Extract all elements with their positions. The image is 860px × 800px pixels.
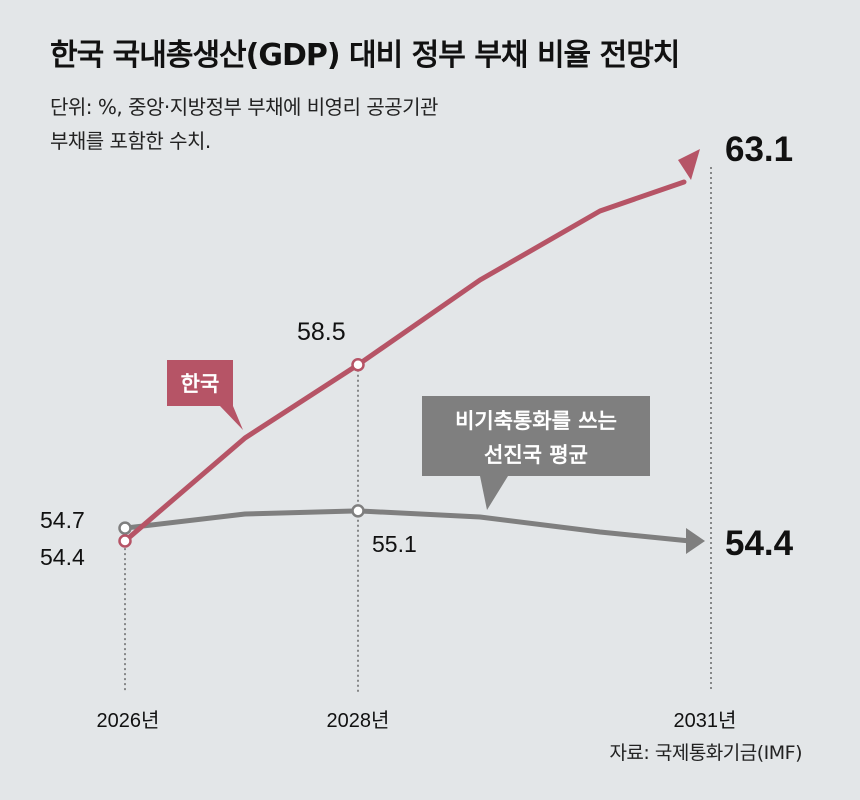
value-label-advanced-2026: 54.7: [40, 507, 85, 533]
series-advanced-line: [122, 508, 693, 544]
chart-title: 한국 국내총생산(GDP) 대비 정부 부채 비율 전망치: [50, 38, 680, 73]
value-label-korea-2031: 63.1: [725, 130, 793, 169]
korea-point-2026: [118, 534, 132, 548]
advanced-callout-label-line-2: 선진국 평균: [484, 443, 588, 467]
advanced-point-2026: [118, 521, 132, 535]
chart-subtitle: 단위: %, 중앙·지방정부 부채에 비영리 공공기관 부채를 포함한 수치.: [50, 90, 438, 158]
advanced-callout-box: [422, 396, 650, 510]
series-korea-arrowhead: [678, 149, 700, 180]
subtitle-line-1: 단위: %, 중앙·지방정부 부채에 비영리 공공기관: [50, 95, 438, 119]
korea-callout-label: 한국: [181, 372, 220, 396]
subtitle-line-2: 부채를 포함한 수치.: [50, 129, 211, 153]
value-label-advanced-2028: 55.1: [372, 531, 417, 557]
x-tick-label-2: 2031년: [674, 709, 737, 732]
x-tick-label-1: 2028년: [327, 709, 390, 732]
advanced-point-2028: [351, 504, 365, 518]
series-korea-line: [122, 179, 687, 544]
series-advanced-arrowhead: [686, 528, 705, 554]
value-label-advanced-2031: 54.4: [725, 524, 794, 563]
korea-point-2028: [351, 357, 365, 372]
x-tick-label-0: 2026년: [97, 709, 160, 732]
value-label-korea-2028: 58.5: [297, 318, 346, 346]
advanced-callout-label-line-1: 비기축통화를 쓰는: [455, 409, 617, 433]
value-label-korea-2026: 54.4: [40, 544, 85, 570]
source-note: 자료: 국제통화기금(IMF): [609, 742, 802, 764]
korea-callout-box: [167, 360, 243, 430]
